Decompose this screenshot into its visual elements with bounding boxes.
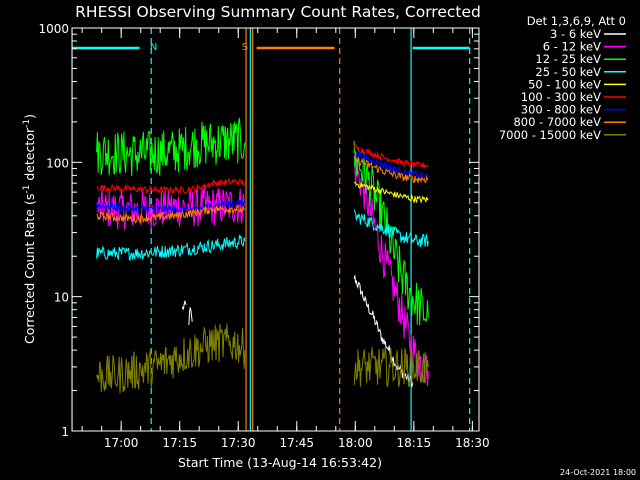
y-tick-label: 1: [61, 425, 69, 439]
series-line: [188, 307, 193, 326]
legend-entry-label: 25 - 50 keV: [535, 65, 601, 79]
state-bar-label: N: [150, 42, 157, 53]
x-tick-label: 17:00: [104, 436, 139, 450]
series-line: [353, 346, 429, 388]
legend-entry-label: 12 - 25 keV: [535, 52, 601, 66]
x-tick-label: 17:30: [221, 436, 256, 450]
legend-entry-label: 300 - 800 keV: [521, 103, 601, 117]
y-axis-label-close: ): [22, 114, 37, 119]
y-axis-label-exp2: -1: [22, 119, 32, 128]
x-tick-label: 17:45: [279, 436, 314, 450]
legend-header: Det 1,3,6,9, Att 0: [527, 14, 626, 28]
x-tick-label: 18:15: [397, 436, 432, 450]
y-axis-label: Corrected Count Rate (s-1 detector-1): [22, 114, 37, 344]
legend-entry-label: 50 - 100 keV: [528, 77, 601, 91]
series-line: [353, 181, 429, 204]
series-line: [181, 300, 187, 310]
y-tick-label: 1000: [38, 22, 69, 36]
y-tick-label: 10: [54, 291, 69, 305]
x-axis-label: Start Time (13-Aug-14 16:53:42): [178, 455, 382, 470]
y-ticks: 1 10 100 1000: [38, 22, 479, 439]
legend-entry-label: 3 - 6 keV: [550, 27, 601, 41]
timestamp: 24-Oct-2021 18:00: [560, 468, 636, 477]
series-line: [96, 323, 246, 394]
legend-entry-label: 100 - 300 keV: [521, 90, 601, 104]
series-line: [96, 233, 246, 261]
series-lines: [96, 117, 429, 394]
legend-entry-label: 7000 - 15000 keV: [499, 128, 601, 142]
series-line: [353, 140, 429, 326]
y-axis-label-main: Corrected Count Rate (s: [22, 194, 37, 344]
x-tick-label: 18:30: [455, 436, 490, 450]
instrument-state-lines: [72, 28, 471, 431]
series-line: [353, 209, 429, 248]
series-line: [96, 205, 246, 224]
y-tick-label: 100: [46, 156, 69, 170]
legend-entry-label: 6 - 12 keV: [543, 40, 601, 54]
state-bar-label: S: [242, 42, 248, 53]
series-line: [96, 199, 246, 215]
axes: [71, 27, 480, 432]
x-tick-label: 17:15: [162, 436, 197, 450]
series-line: [353, 275, 414, 387]
series-line: [353, 151, 429, 180]
x-tick-label: 18:00: [338, 436, 373, 450]
series-line: [96, 117, 246, 177]
series-line: [353, 154, 429, 184]
series-line: [96, 177, 246, 195]
y-axis-label-exp1: -1: [22, 185, 32, 194]
plot-frame: [71, 27, 480, 432]
series-line: [353, 143, 429, 170]
chart-title: RHESSI Observing Summary Count Rates, Co…: [75, 3, 481, 21]
y-axis-label-mid: detector: [22, 127, 37, 185]
legend-entry-label: 800 - 7000 keV: [513, 115, 601, 129]
x-ticks: 17:00 17:15 17:30 17:45 18:00 18:15 18:30: [81, 28, 490, 450]
